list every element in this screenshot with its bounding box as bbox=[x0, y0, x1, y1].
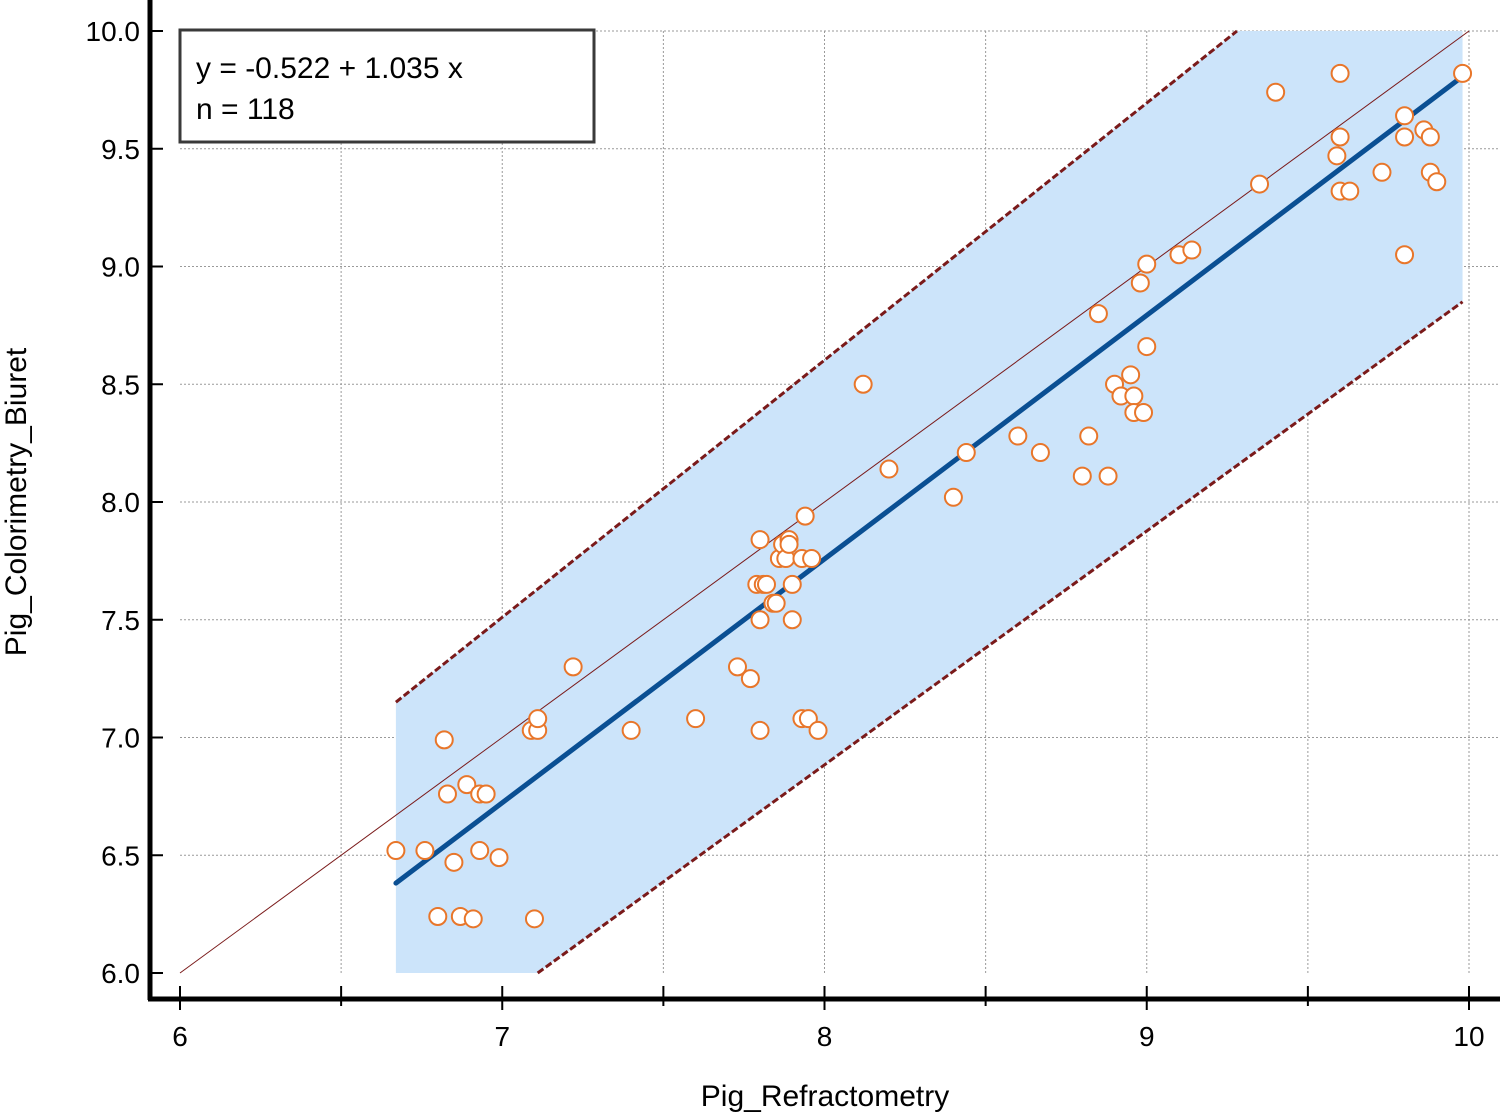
y-tick-label: 9.5 bbox=[101, 134, 140, 165]
data-point bbox=[853, 374, 873, 394]
x-tick-labels: 6 7 8 9 10 bbox=[172, 1021, 1484, 1052]
data-point bbox=[750, 720, 770, 740]
y-tick-label: 8.5 bbox=[101, 369, 140, 400]
y-tick-label: 10.0 bbox=[86, 16, 141, 47]
data-point bbox=[802, 549, 822, 569]
data-point bbox=[686, 709, 706, 729]
band-lower-line bbox=[536, 300, 1464, 975]
data-point bbox=[621, 720, 641, 740]
data-point bbox=[444, 852, 464, 872]
data-point bbox=[1124, 386, 1144, 406]
data-point bbox=[1137, 337, 1157, 357]
data-point bbox=[1453, 63, 1473, 83]
data-point bbox=[750, 530, 770, 550]
regression-line-path bbox=[393, 73, 1466, 886]
data-point bbox=[1395, 245, 1415, 265]
data-point bbox=[756, 574, 776, 594]
data-point bbox=[489, 848, 509, 868]
y-axis-title: Pig_Colorimetry_Biuret bbox=[0, 347, 33, 656]
x-tick-label: 10 bbox=[1453, 1021, 1484, 1052]
data-point bbox=[1008, 426, 1028, 446]
data-point bbox=[437, 784, 457, 804]
y-tick-labels: 6.0 6.5 7.0 7.5 8.0 8.5 9.0 9.5 10.0 bbox=[86, 16, 141, 989]
data-point bbox=[1079, 426, 1099, 446]
data-point bbox=[457, 775, 477, 795]
regression-equation: y = -0.522 + 1.035 x bbox=[196, 52, 463, 85]
data-point bbox=[1266, 82, 1286, 102]
data-point bbox=[782, 574, 802, 594]
data-point bbox=[1130, 273, 1150, 293]
regression-legend-box: y = -0.522 + 1.035 x n = 118 bbox=[178, 28, 596, 144]
data-point bbox=[1182, 240, 1202, 260]
data-point bbox=[727, 657, 747, 677]
data-point bbox=[428, 906, 448, 926]
y-tick-label: 6.0 bbox=[101, 958, 140, 989]
y-tick-label: 7.0 bbox=[101, 723, 140, 754]
y-tick-label: 8.0 bbox=[101, 487, 140, 518]
y-tick-label: 7.5 bbox=[101, 605, 140, 636]
y-tick-label: 6.5 bbox=[101, 840, 140, 871]
data-point bbox=[766, 593, 786, 613]
data-point bbox=[1330, 127, 1350, 147]
data-point bbox=[782, 610, 802, 630]
data-point bbox=[1420, 127, 1440, 147]
data-point bbox=[1250, 174, 1270, 194]
data-point bbox=[795, 506, 815, 526]
data-point bbox=[879, 459, 899, 479]
data-point bbox=[528, 709, 548, 729]
data-point bbox=[740, 669, 760, 689]
data-point bbox=[943, 487, 963, 507]
data-point bbox=[1072, 466, 1092, 486]
regression-line bbox=[393, 73, 1466, 886]
data-point bbox=[1330, 63, 1350, 83]
data-point bbox=[386, 841, 406, 861]
data-point bbox=[1327, 146, 1347, 166]
y-tick-label: 9.0 bbox=[101, 252, 140, 283]
data-point bbox=[1427, 172, 1447, 192]
data-point bbox=[1134, 403, 1154, 423]
data-point bbox=[956, 443, 976, 463]
x-tick-label: 8 bbox=[817, 1021, 833, 1052]
data-point bbox=[1098, 466, 1118, 486]
data-point bbox=[1030, 443, 1050, 463]
data-point bbox=[463, 909, 483, 929]
sample-size: n = 118 bbox=[196, 93, 295, 126]
data-point bbox=[1395, 106, 1415, 126]
data-point bbox=[434, 730, 454, 750]
data-point bbox=[476, 784, 496, 804]
x-tick-label: 6 bbox=[172, 1021, 188, 1052]
data-point bbox=[1340, 181, 1360, 201]
data-point bbox=[470, 841, 490, 861]
x-tick-label: 7 bbox=[494, 1021, 510, 1052]
legend-frame bbox=[178, 28, 596, 144]
x-tick-label: 9 bbox=[1139, 1021, 1155, 1052]
data-point bbox=[1372, 162, 1392, 182]
axes bbox=[147, 0, 1500, 1010]
data-point bbox=[1137, 254, 1157, 274]
data-point bbox=[750, 610, 770, 630]
band-fill bbox=[395, 31, 1463, 973]
data-point bbox=[1121, 365, 1141, 385]
data-points bbox=[386, 63, 1473, 929]
x-axis-title: Pig_Refractometry bbox=[701, 1080, 949, 1112]
data-point bbox=[524, 909, 544, 929]
data-point bbox=[1088, 304, 1108, 324]
band-upper-line bbox=[394, 29, 1238, 704]
data-point bbox=[415, 841, 435, 861]
prediction-band bbox=[394, 29, 1464, 975]
data-point bbox=[563, 657, 583, 677]
data-point bbox=[808, 720, 828, 740]
data-point bbox=[779, 534, 799, 554]
data-point bbox=[1395, 127, 1415, 147]
